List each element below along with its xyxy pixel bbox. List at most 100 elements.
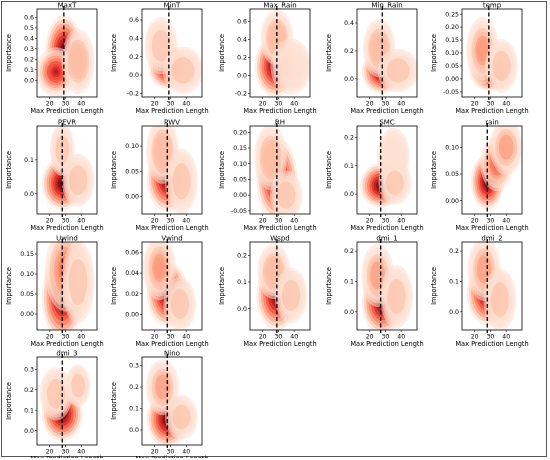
y-tick-label: 0.4	[237, 37, 247, 44]
y-axis-label: Importance	[110, 267, 118, 305]
density-level	[277, 47, 305, 86]
x-tick-label: 20	[151, 101, 159, 108]
density-level	[385, 170, 405, 196]
y-tick-label: 0.4	[344, 20, 354, 27]
subplot-title: SMC	[379, 119, 394, 127]
x-axis-label: Max Prediction Length	[350, 340, 423, 348]
density-level	[53, 69, 59, 75]
density-level	[498, 135, 514, 160]
y-tick-label: 0.2	[129, 54, 139, 61]
subplot-title: rain	[485, 119, 499, 127]
subplot-title: PEVR	[58, 119, 76, 127]
x-axis-label: Max Prediction Length	[350, 107, 423, 115]
y-tick-label: 0.00	[445, 76, 459, 83]
x-tick-label: 30	[381, 218, 389, 225]
y-axis-label: Importance	[430, 267, 438, 305]
y-tick-label: 0.2	[24, 56, 34, 63]
subplot-Max_Rain: Max_Rain 20 30 40 -0.2 0.0 0.2 0.4 0.6 Max Predic…	[218, 2, 317, 115]
subplot-title: RH	[275, 119, 285, 127]
x-axis-label: Max Prediction Length	[135, 224, 208, 232]
axes-frame	[36, 125, 98, 215]
x-axis-label: Max Prediction Length	[30, 224, 103, 232]
axes-frame	[461, 125, 523, 215]
y-tick-label: 0.4	[24, 35, 34, 42]
density-level	[170, 289, 190, 320]
x-tick-label: 30	[166, 449, 174, 456]
axes-frame	[36, 8, 98, 98]
y-tick-label: 0.3	[24, 46, 34, 53]
y-tick-label: 0.15	[20, 251, 34, 258]
axes-frame	[356, 8, 418, 98]
x-axis-label: Max Prediction Length	[30, 340, 103, 348]
y-tick-label: 0.1	[344, 279, 354, 286]
x-axis-label: Max Prediction Length	[243, 224, 316, 232]
y-axis-label: Importance	[325, 267, 333, 305]
density-contours	[361, 19, 417, 94]
y-tick-label: 0.10	[125, 143, 139, 150]
y-tick-label: 0.05	[445, 171, 459, 178]
subplot-Vwind: Vwind 20 30 40 0.00 0.02 0.04 0.06 Max Predictio…	[110, 235, 209, 349]
x-tick-label: 30	[166, 101, 174, 108]
y-tick-label: 0.2	[129, 384, 139, 391]
x-tick-label: 20	[471, 101, 479, 108]
y-tick-label: 0.2	[237, 55, 247, 62]
y-tick-label: 0.1	[237, 279, 247, 286]
density-contours	[146, 359, 198, 445]
y-tick-label: 0.1	[129, 406, 139, 413]
subplot-MaxT: MaxT 20 30 40 0.0 0.1 0.2 0.3 0.4 0.5 0.6 Max Predi…	[5, 2, 104, 115]
x-tick-label: 30	[381, 101, 389, 108]
y-tick-label: 0.0	[24, 77, 34, 84]
y-axis-label: Importance	[5, 382, 13, 420]
y-tick-label: 0.06	[125, 249, 139, 256]
y-tick-label: -0.2	[235, 91, 247, 98]
y-tick-label: 0.05	[233, 177, 247, 184]
x-tick-label: 40	[290, 334, 298, 341]
subplot-rain: rain 20 30 40 0.00 0.05 0.10 Max Prediction Len…	[430, 119, 529, 233]
y-tick-label: -0.05	[231, 208, 247, 215]
y-tick-label: 0.0	[344, 76, 354, 83]
y-tick-label: 0.2	[237, 252, 247, 259]
x-axis-label: Max Prediction Length	[135, 340, 208, 348]
x-axis-label: Max Prediction Length	[243, 340, 316, 348]
density-level	[71, 373, 85, 398]
y-axis-label: Importance	[5, 267, 13, 305]
density-level	[155, 374, 170, 400]
x-axis-label: Max Prediction Length	[455, 340, 528, 348]
density-contours	[142, 242, 197, 330]
x-axis-label: Max Prediction Length	[30, 107, 103, 115]
subplot-title: Max_Rain	[263, 2, 296, 10]
y-tick-label: 0.3	[129, 363, 139, 370]
y-tick-label: 0.1	[24, 67, 34, 74]
y-tick-label: 0.0	[344, 309, 354, 316]
subplot-title: MinT	[164, 2, 181, 10]
subplot-SMC: SMC 20 30 40 0.0 0.1 0.2 Max Prediction Length I…	[325, 119, 424, 233]
x-tick-label: 40	[182, 449, 190, 456]
axes-frame	[141, 8, 203, 98]
density-level	[68, 165, 88, 195]
subplot-Uwind: Uwind 20 30 40 0.00 0.05 0.10 0.15 Max Predictio…	[5, 235, 104, 349]
density-level	[263, 142, 278, 172]
y-axis-label: Importance	[110, 151, 118, 189]
x-tick-label: 40	[502, 101, 510, 108]
x-axis-label: Max Prediction Length	[30, 455, 103, 458]
density-contours	[254, 126, 303, 214]
subplot-Min_Rain: Min_Rain 20 30 40 0.0 0.2 0.4 Max Prediction Le…	[325, 2, 424, 115]
y-tick-label: 0.10	[233, 161, 247, 168]
x-axis-label: Max Prediction Length	[135, 455, 208, 458]
y-axis-label: Importance	[218, 151, 226, 189]
x-tick-label: 30	[61, 449, 69, 456]
x-tick-label: 40	[290, 218, 298, 225]
y-tick-label: -0.2	[127, 90, 139, 97]
density-contours	[39, 364, 91, 441]
y-tick-label: 0.0	[237, 306, 247, 313]
y-tick-label: 0.1	[24, 157, 34, 164]
x-tick-label: 40	[290, 101, 298, 108]
subplot-title: Uwind	[56, 235, 78, 243]
y-tick-label: 0.00	[20, 311, 34, 318]
y-tick-label: 0.0	[129, 72, 139, 79]
y-tick-label: -0.05	[443, 89, 459, 96]
y-axis-label: Importance	[110, 382, 118, 420]
y-tick-label: 0.0	[344, 191, 354, 198]
density-level	[70, 46, 86, 76]
y-tick-label: 0.6	[129, 17, 139, 24]
